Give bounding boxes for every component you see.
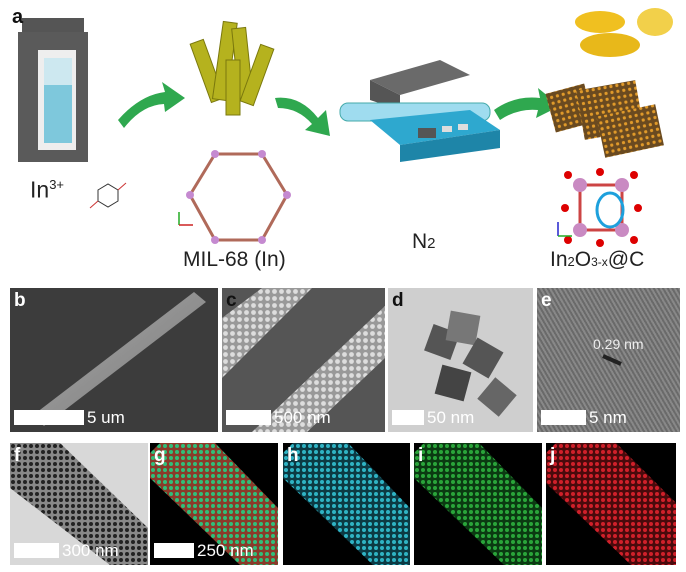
gas-subscript: 2 [427,235,436,252]
product-o: O [574,248,592,271]
gas-symbol: N [412,230,428,253]
panel-label-i: i [418,445,424,466]
scale-bar: 5 nm [541,409,627,426]
corn-icon [575,8,673,57]
panel-c-sem: c 500 nm [222,288,385,432]
panel-label-a: a [12,6,24,28]
scale-bar-text: 5 um [87,408,125,427]
porous-rod [222,288,385,432]
scale-bar-text: 5 nm [589,408,627,427]
panel-label-j: j [550,445,556,466]
scale-bar: 500 nm [226,409,331,426]
microrod [32,292,206,426]
panel-label-f: f [14,445,21,466]
product-label: In2O3-x@C [550,248,644,274]
panel-f-tem: f 300 nm [10,443,148,565]
panel-j-eds-map: j [546,443,676,565]
ion-symbol: In [30,176,50,203]
product-suffix: @C [607,248,645,271]
panel-label-d: d [392,290,404,311]
lattice-marker [602,354,622,366]
product-sub2: 3-x [591,255,608,269]
in2o3-structure-icon [557,168,642,247]
scale-bar-text: 500 nm [274,408,331,427]
scale-bar-text: 250 nm [197,541,254,560]
eds-rod [283,443,410,565]
mof-label: MIL-68 (In) [183,248,286,271]
nanocubes [424,310,517,417]
scale-bar-text: 50 nm [427,408,475,427]
scale-bar: 5 um [14,409,125,426]
scale-bar: 300 nm [14,542,119,559]
scale-bar: 250 nm [154,542,254,559]
eds-rod [414,443,542,565]
ion-charge: 3+ [49,177,65,192]
panel-label-h: h [287,445,299,466]
mof-rods-icon [189,20,275,116]
panel-i-eds-map: i [414,443,542,565]
panel-b-sem: b 5 um [10,288,218,432]
panel-label-b: b [14,290,26,311]
product-in: In [550,248,568,271]
product-sub1: 2 [567,254,575,269]
nitrogen-label: N2 [412,230,436,256]
porous-rod [10,443,148,565]
terephthalic-acid-molecule-icon [89,182,127,209]
panel-g-eds-overlay: g 250 nm [150,443,278,565]
scale-bar-text: 300 nm [62,541,119,560]
panel-e-hrtem: 0.29 nm e 5 nm [537,288,680,432]
schematic-panel-a [18,8,673,247]
panel-label-c: c [226,290,237,311]
mof-hexagon-structure-icon [186,150,291,244]
lattice-spacing-label: 0.29 nm [593,336,644,352]
panel-label-g: g [154,445,166,466]
panel-d-tem: d 50 nm [388,288,533,432]
indium-ion-label: In3+ [30,172,64,203]
axis-icon [178,212,193,226]
eds-rod [546,443,676,565]
autoclave-icon [18,18,88,162]
carbon-rods-icon [545,80,664,158]
panel-label-e: e [541,290,552,311]
arrow-icon [118,82,560,136]
tube-furnace-icon [339,60,500,162]
scale-bar: 50 nm [392,409,474,426]
panel-h-eds-map: h [283,443,410,565]
eds-rod [150,443,278,565]
